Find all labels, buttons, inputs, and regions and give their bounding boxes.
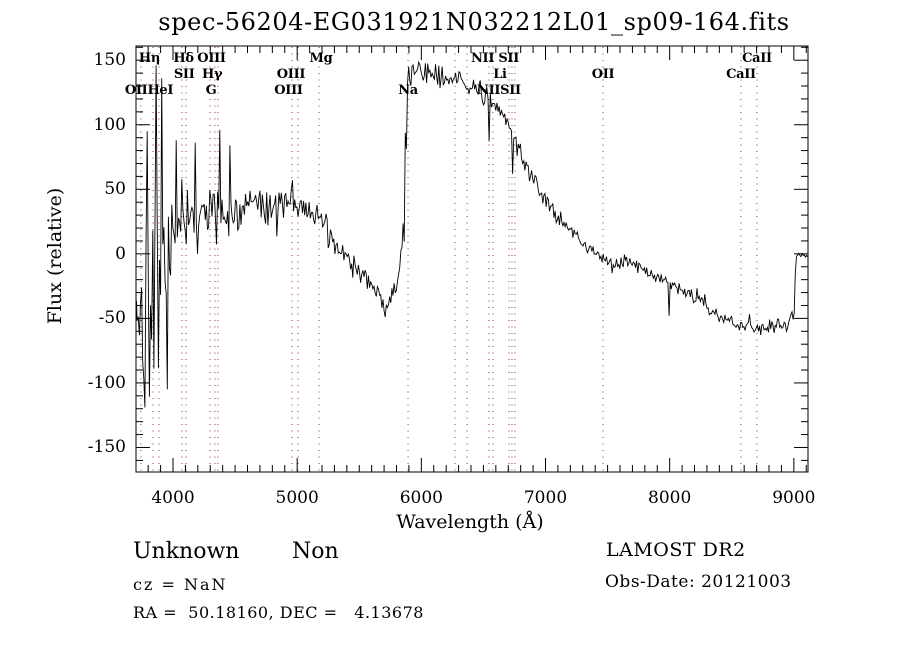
- y-tick-label: -50: [98, 308, 126, 329]
- y-tick-label: -100: [87, 372, 126, 393]
- spectral-line-label: OIII: [197, 51, 226, 66]
- spectral-line-label: Mg: [309, 51, 333, 66]
- plot-title: spec-56204-EG031921N032212L01_sp09-164.f…: [158, 8, 790, 36]
- y-tick-label: 100: [93, 114, 126, 135]
- x-tick-label: 7000: [523, 488, 568, 508]
- spectral-line-label: OIII: [274, 83, 303, 98]
- spectral-line-label: SII: [173, 67, 195, 82]
- spectral-line-label: OIII: [276, 67, 306, 82]
- obs-date-label: Obs-Date: 20121003: [605, 572, 792, 592]
- y-tick-label: 50: [104, 179, 126, 200]
- x-tick-label: 8000: [648, 488, 692, 508]
- y-tick-label: 0: [115, 243, 126, 264]
- spectral-line-label: Na: [398, 83, 418, 98]
- spectral-line-label: NII SII: [470, 51, 519, 66]
- spectral-line-label: G: [205, 83, 217, 98]
- spectral-line-label: Hδ: [173, 51, 194, 66]
- spectral-line-label: Hη: [138, 51, 160, 66]
- spectral-line-label: CaII: [726, 67, 756, 82]
- spectrum-trace: [136, 60, 808, 408]
- object-subclass-label: Non: [292, 539, 339, 564]
- x-tick-label: 6000: [399, 488, 443, 508]
- y-tick-label: -150: [87, 437, 126, 458]
- cz-value-label: cz = NaN: [133, 575, 228, 594]
- y-tick-label: 150: [93, 50, 126, 71]
- spectral-line-label: OIIHeI: [124, 83, 174, 98]
- plot-frame: [135, 45, 809, 473]
- x-tick-label: 5000: [275, 488, 319, 508]
- spectral-line-label: NIISII: [477, 83, 521, 98]
- spectral-line-label: CaII: [742, 51, 772, 66]
- spectral-line-label: Hγ: [201, 67, 223, 82]
- spectral-line-label: OII: [591, 67, 615, 82]
- spectral-line-label: Li: [493, 67, 507, 82]
- object-class-label: Unknown: [133, 539, 240, 564]
- x-axis-title: Wavelength (Å): [396, 511, 544, 533]
- y-axis-title: Flux (relative): [44, 187, 66, 325]
- x-tick-label: 9000: [772, 488, 816, 508]
- x-tick-label: 4000: [151, 488, 195, 508]
- survey-release-label: LAMOST DR2: [606, 539, 746, 561]
- ra-dec-label: RA = 50.18160, DEC = 4.13678: [133, 603, 424, 622]
